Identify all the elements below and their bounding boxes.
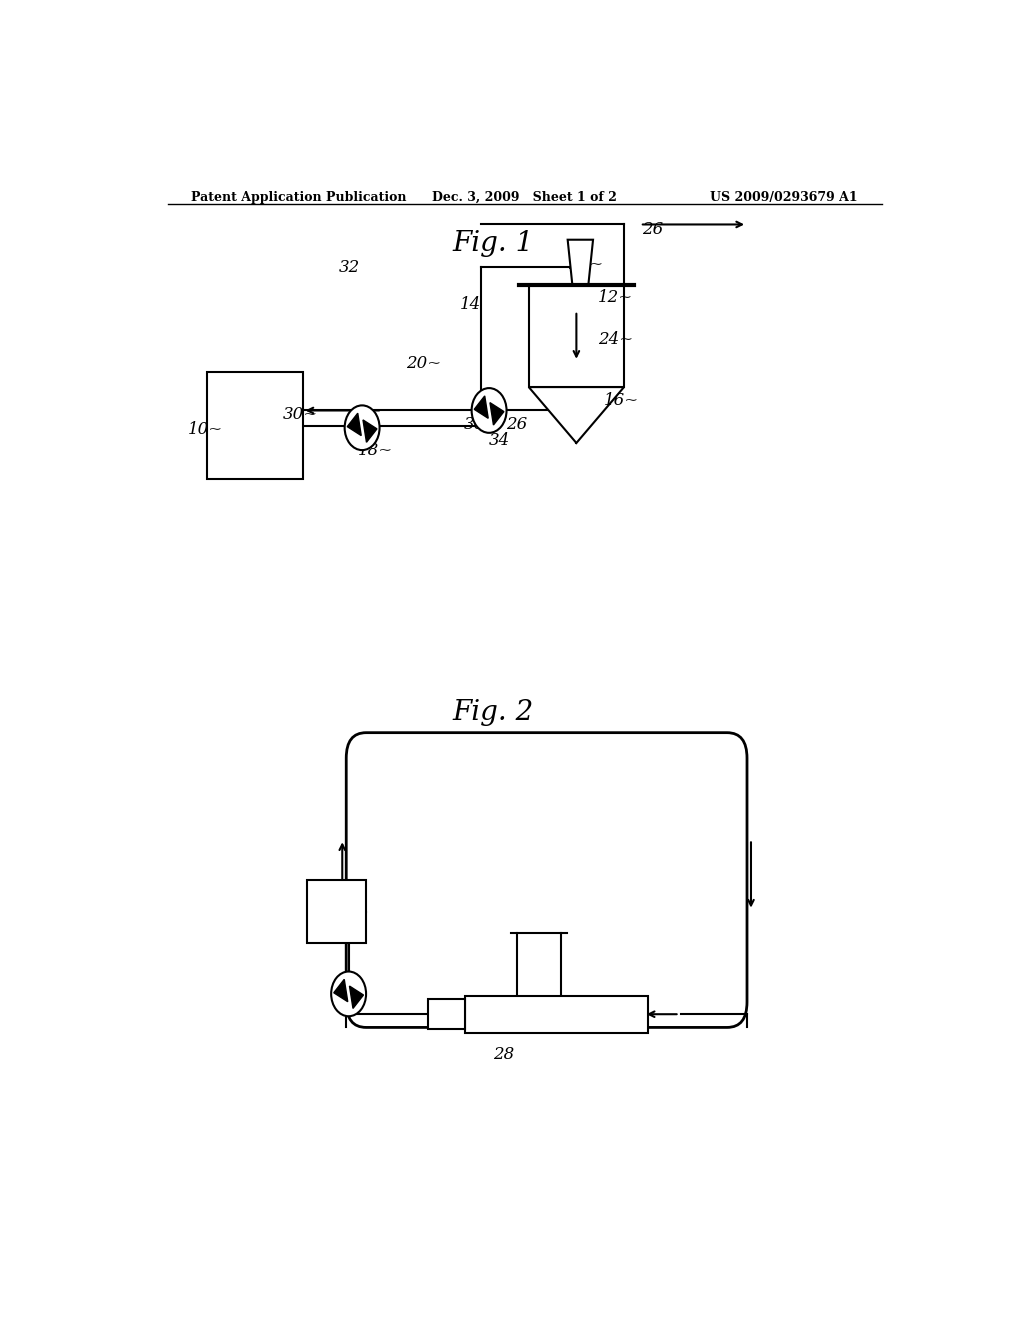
Text: 28: 28	[494, 1047, 514, 1064]
Text: 16~: 16~	[604, 392, 639, 409]
Polygon shape	[362, 420, 377, 442]
Text: US 2009/0293679 A1: US 2009/0293679 A1	[711, 191, 858, 203]
Polygon shape	[349, 986, 364, 1008]
Polygon shape	[489, 403, 504, 425]
Text: Fig. 2: Fig. 2	[453, 700, 534, 726]
Circle shape	[345, 405, 380, 450]
Text: 24~: 24~	[598, 331, 633, 347]
Bar	[306, 880, 367, 942]
Polygon shape	[347, 413, 361, 436]
Text: 34: 34	[489, 433, 510, 449]
Text: 12~: 12~	[598, 289, 633, 306]
Text: 32: 32	[338, 259, 359, 276]
Bar	[528, 285, 624, 387]
Polygon shape	[567, 240, 593, 285]
Text: 26: 26	[507, 416, 527, 433]
Text: Fig. 1: Fig. 1	[453, 230, 534, 256]
Text: Dec. 3, 2009   Sheet 1 of 2: Dec. 3, 2009 Sheet 1 of 2	[432, 191, 617, 203]
Text: 26: 26	[642, 220, 664, 238]
Polygon shape	[528, 387, 624, 444]
Text: 18~: 18~	[358, 442, 393, 458]
Text: 10~: 10~	[187, 421, 222, 438]
Text: 30~: 30~	[283, 407, 317, 422]
Polygon shape	[334, 979, 348, 1002]
Text: Patent Application Publication: Patent Application Publication	[191, 191, 407, 203]
Polygon shape	[474, 396, 488, 418]
Bar	[207, 372, 303, 479]
Bar	[465, 995, 648, 1032]
Circle shape	[472, 388, 507, 433]
Text: 20~: 20~	[406, 355, 441, 372]
Text: 36: 36	[464, 416, 485, 433]
Circle shape	[331, 972, 367, 1016]
Text: 22~: 22~	[568, 256, 603, 273]
Bar	[428, 999, 465, 1030]
FancyBboxPatch shape	[346, 733, 748, 1027]
Text: 14: 14	[460, 296, 481, 313]
